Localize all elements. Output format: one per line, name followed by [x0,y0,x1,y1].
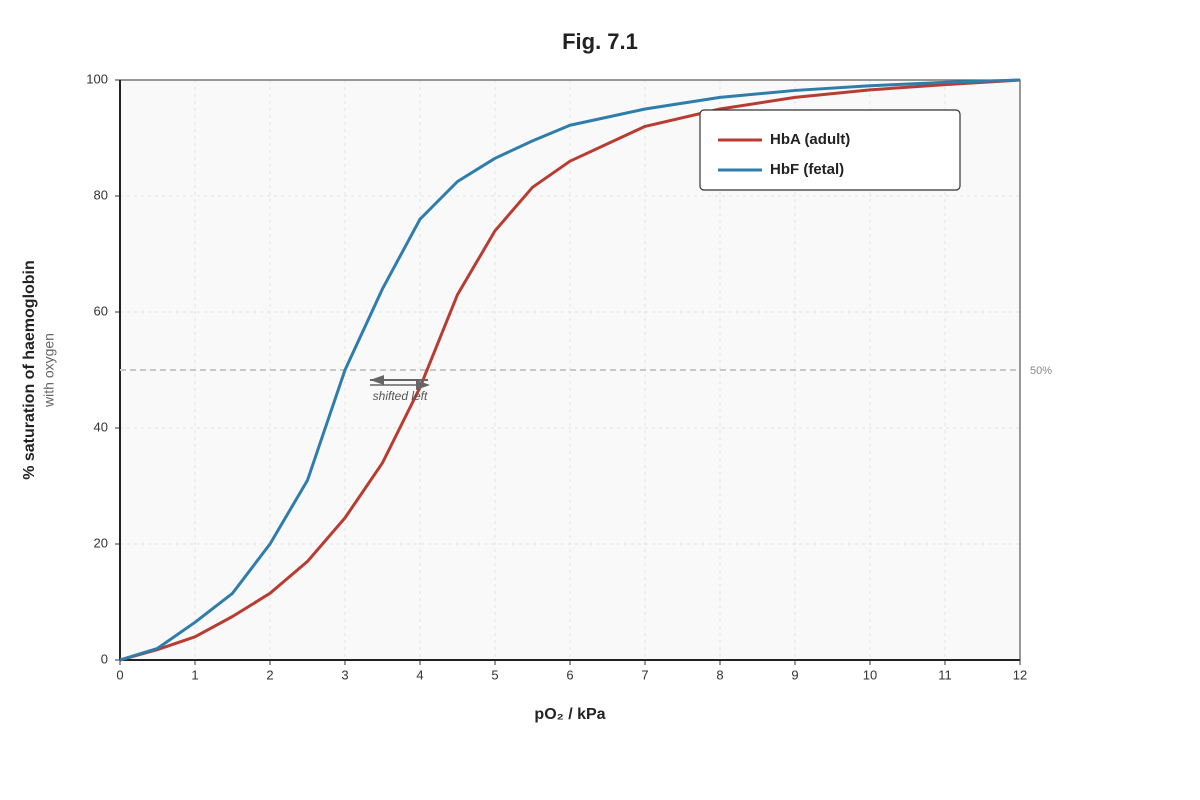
chart-title: Fig. 7.1 [562,29,638,54]
legend: HbA (adult) HbF (fetal) [718,131,850,178]
arrow-head [370,375,384,385]
x-tick-label: 1 [191,667,198,682]
x-tick-label: 0 [116,667,123,682]
y-axis-sublabel: with oxygen [41,333,57,408]
annotation: shifted left [373,389,428,403]
x-tick-label: 7 [641,667,648,682]
y-tick-label: 0 [101,651,108,666]
x-tick-label: 5 [491,667,498,682]
line-series [119,78,1021,662]
x-tick-label: 2 [266,667,273,682]
y-tick-label: 60 [94,303,108,318]
legend-box [699,109,961,191]
reference-label: 50% [1030,365,1052,377]
x-tick-label: 6 [566,667,573,682]
y-tick-label: 100 [86,71,108,86]
x-tick-label: 4 [416,667,423,682]
line-series [119,78,1021,662]
y-tick-label: 80 [94,187,108,202]
x-axis-label: pO₂ / kPa [534,706,605,723]
y-tick-label: 40 [94,419,108,434]
y-axis-label: % saturation of haemoglobin [21,260,38,480]
x-tick-label: 11 [938,667,952,682]
y-tick-label: 20 [94,535,108,550]
x-tick-label: 10 [863,667,877,682]
x-tick-label: 3 [341,667,348,682]
x-tick-label: 12 [1013,667,1027,682]
plot [119,78,1021,662]
legend-label: HbF (fetal) [770,161,844,178]
x-tick-label: 8 [716,667,723,682]
legend-label: HbA (adult) [770,131,850,148]
arrow-head [416,380,430,390]
x-tick-label: 9 [791,667,798,682]
